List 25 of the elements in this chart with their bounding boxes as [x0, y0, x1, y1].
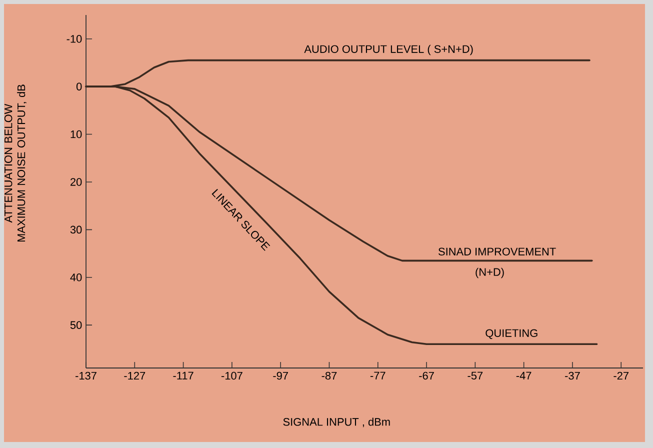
series-label: QUIETING	[486, 329, 538, 339]
y-tick-label: 0	[76, 82, 82, 90]
y-tick-label: 50	[70, 321, 82, 329]
x-tick-label: -67	[419, 372, 434, 380]
y-tick-label: 20	[70, 178, 82, 186]
series-label: SINAD IMPROVEMENT	[438, 248, 556, 256]
y-tick-label: 30	[70, 226, 82, 234]
y-tick-label: 40	[70, 274, 82, 282]
x-tick-label: -37	[565, 372, 580, 380]
x-tick-label: -117	[173, 372, 194, 380]
x-tick-label: -47	[516, 372, 532, 380]
annotation: (N+D)	[476, 268, 504, 278]
x-tick-label: -27	[614, 372, 628, 380]
x-tick-label: -57	[468, 372, 483, 380]
y-tick-label: -10	[66, 34, 82, 43]
x-tick-label: -127	[124, 372, 146, 380]
y-tick-label: 10	[70, 130, 82, 138]
series-label: AUDIO OUTPUT LEVEL ( S+N+D)	[304, 44, 473, 56]
x-tick-label: -77	[370, 372, 386, 380]
x-axis-title: SIGNAL INPUT , dBm	[283, 418, 390, 428]
x-tick-label: -97	[273, 372, 288, 380]
y-axis-title: ATTENUATION BELOW MAXIMUM NOISE OUTPUT, dB	[4, 84, 26, 242]
x-tick-label: -137	[76, 372, 96, 380]
x-tick-label: -87	[322, 372, 337, 380]
x-tick-label: -107	[221, 372, 242, 380]
